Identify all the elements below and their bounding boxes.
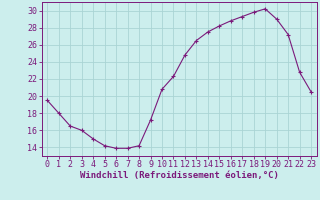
X-axis label: Windchill (Refroidissement éolien,°C): Windchill (Refroidissement éolien,°C) bbox=[80, 171, 279, 180]
